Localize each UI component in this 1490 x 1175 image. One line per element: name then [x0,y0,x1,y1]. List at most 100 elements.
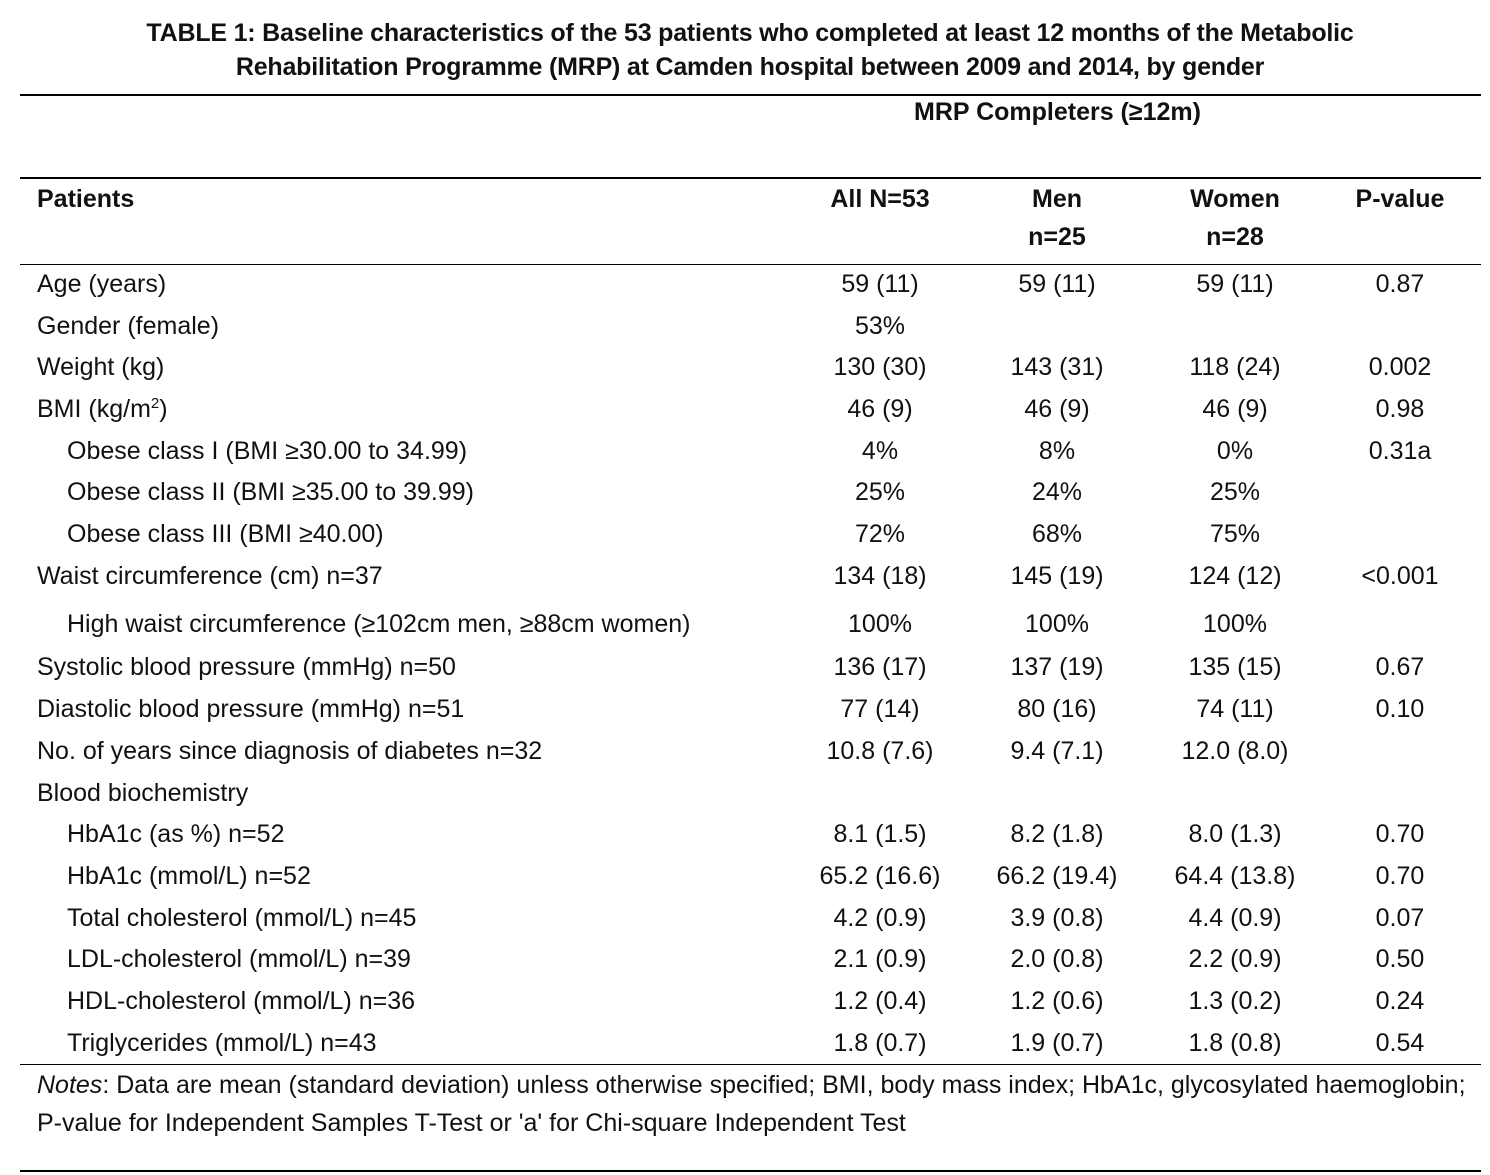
cell-p-value: 0.67 [1375,653,1425,681]
table-row: Weight (kg) 130 (30) 143 (31) 118 (24) 0… [0,347,1490,387]
cell-p-value: 0.10 [1375,695,1425,723]
row-label: Gender (female) [37,312,220,340]
row-label: LDL-cholesterol (mmol/L) n=39 [67,945,411,973]
cell-all: 134 (18) [833,562,927,590]
table-title-line-2: Rehabilitation Programme (MRP) at Camden… [235,53,1265,81]
cell-women: 100% [1203,610,1267,638]
table-title-line-1: TABLE 1: Baseline characteristics of the… [146,19,1354,47]
cell-men: 8.2 (1.8) [1010,820,1104,848]
notes-lead: Notes [37,1071,103,1099]
cell-men: 46 (9) [1024,395,1090,423]
cell-men: 1.2 (0.6) [1010,987,1104,1015]
table-row: Systolic blood pressure (mmHg) n=50 136 … [0,647,1490,687]
rule-header-top [20,177,1481,179]
table-title: TABLE 1: Baseline characteristics of the… [20,16,1480,84]
cell-all: 4.2 (0.9) [833,904,927,932]
table-row: Obese class III (BMI ≥40.00) 72% 68% 75% [0,514,1490,554]
row-label: Age (years) [37,270,167,298]
col-header-all: All N=53 [830,185,930,213]
table-row: No. of years since diagnosis of diabetes… [0,731,1490,771]
cell-all: 130 (30) [833,353,927,381]
row-label-suffix: ) [159,395,168,423]
row-label: Obese class III (BMI ≥40.00) [67,520,384,548]
table-row: Age (years) 59 (11) 59 (11) 59 (11) 0.87 [0,264,1490,304]
cell-women: 1.8 (0.8) [1188,1029,1282,1057]
cell-p-value: 0.24 [1375,987,1425,1015]
cell-all: 1.8 (0.7) [833,1029,927,1057]
cell-women: 59 (11) [1196,270,1274,298]
cell-women: 8.0 (1.3) [1188,820,1282,848]
table-row: HbA1c (mmol/L) n=52 65.2 (16.6) 66.2 (19… [0,856,1490,896]
cell-all: 4% [861,437,899,465]
cell-women: 124 (12) [1188,562,1282,590]
cell-men: 68% [1031,520,1083,548]
row-label: Obese class II (BMI ≥35.00 to 39.99) [67,478,474,506]
cell-women: 12.0 (8.0) [1181,737,1289,765]
table-row: High waist circumference (≥102cm men, ≥8… [0,604,1490,644]
cell-women: 0% [1216,437,1254,465]
cell-p-value: 0.31a [1368,437,1432,465]
table-row: Diastolic blood pressure (mmHg) n=51 77 … [0,689,1490,729]
table-row: HDL-cholesterol (mmol/L) n=36 1.2 (0.4) … [0,981,1490,1021]
cell-all: 53% [854,312,906,340]
row-label: Triglycerides (mmol/L) n=43 [67,1029,377,1057]
cell-women: 4.4 (0.9) [1188,904,1282,932]
row-label: HbA1c (mmol/L) n=52 [67,862,311,890]
cell-all: 136 (17) [833,653,927,681]
cell-men: 100% [1025,610,1089,638]
col-header-men-line-1: Men [1032,185,1082,213]
cell-men: 1.9 (0.7) [1010,1029,1104,1057]
rule-bottom [20,1170,1481,1172]
rule-body-bottom [20,1064,1481,1065]
cell-all: 2.1 (0.9) [833,945,927,973]
col-header-men: Men n=25 [977,180,1137,256]
cell-p-value: 0.87 [1375,270,1425,298]
row-label-superscript: 2 [150,395,160,412]
cell-women: 46 (9) [1202,395,1268,423]
cell-p-value: 0.70 [1375,820,1425,848]
col-header-patients: Patients [37,185,135,213]
col-header-women: Women n=28 [1155,180,1315,256]
cell-men: 24% [1031,478,1083,506]
row-label-text: BMI (kg/m [37,395,151,423]
row-label: Total cholesterol (mmol/L) n=45 [67,904,417,932]
row-label: HbA1c (as %) n=52 [67,820,285,848]
cell-p-value: 0.70 [1375,862,1425,890]
cell-women: 135 (15) [1188,653,1282,681]
row-label: BMI (kg/m2) [37,389,168,429]
row-label: Waist circumference (cm) n=37 [37,562,383,590]
row-label: Diastolic blood pressure (mmHg) n=51 [37,695,465,723]
cell-men: 137 (19) [1010,653,1104,681]
table-notes: Notes: Data are mean (standard deviation… [37,1066,1477,1142]
cell-men: 80 (16) [1017,695,1097,723]
table-row: Triglycerides (mmol/L) n=43 1.8 (0.7) 1.… [0,1023,1490,1063]
row-label: Systolic blood pressure (mmHg) n=50 [37,653,456,681]
rule-top [20,94,1481,96]
cell-women: 118 (24) [1189,353,1281,381]
table-row: Waist circumference (cm) n=37 134 (18) 1… [0,556,1490,596]
cell-men: 143 (31) [1010,353,1104,381]
cell-women: 25% [1209,478,1261,506]
cell-men: 66.2 (19.4) [996,862,1118,890]
cell-all: 72% [854,520,906,548]
row-label: High waist circumference (≥102cm men, ≥8… [67,610,691,638]
table-row: LDL-cholesterol (mmol/L) n=39 2.1 (0.9) … [0,939,1490,979]
cell-men: 3.9 (0.8) [1010,904,1104,932]
notes-text: : Data are mean (standard deviation) unl… [37,1071,1466,1137]
cell-men: 2.0 (0.8) [1010,945,1104,973]
table-row: Gender (female) 53% [0,306,1490,346]
cell-women: 2.2 (0.9) [1188,945,1282,973]
cell-men: 8% [1038,437,1076,465]
cell-all: 25% [854,478,906,506]
cell-p-value: 0.50 [1375,945,1425,973]
row-label: Obese class I (BMI ≥30.00 to 34.99) [67,437,468,465]
cell-women: 1.3 (0.2) [1188,987,1282,1015]
col-header-p-value: P-value [1355,185,1445,213]
cell-p-value: 0.002 [1368,353,1432,381]
cell-all: 8.1 (1.5) [833,820,927,848]
row-label: No. of years since diagnosis of diabetes… [37,737,543,765]
cell-women: 64.4 (13.8) [1174,862,1296,890]
cell-all: 10.8 (7.6) [826,737,934,765]
cell-all: 59 (11) [841,270,919,298]
cell-all: 77 (14) [840,695,920,723]
